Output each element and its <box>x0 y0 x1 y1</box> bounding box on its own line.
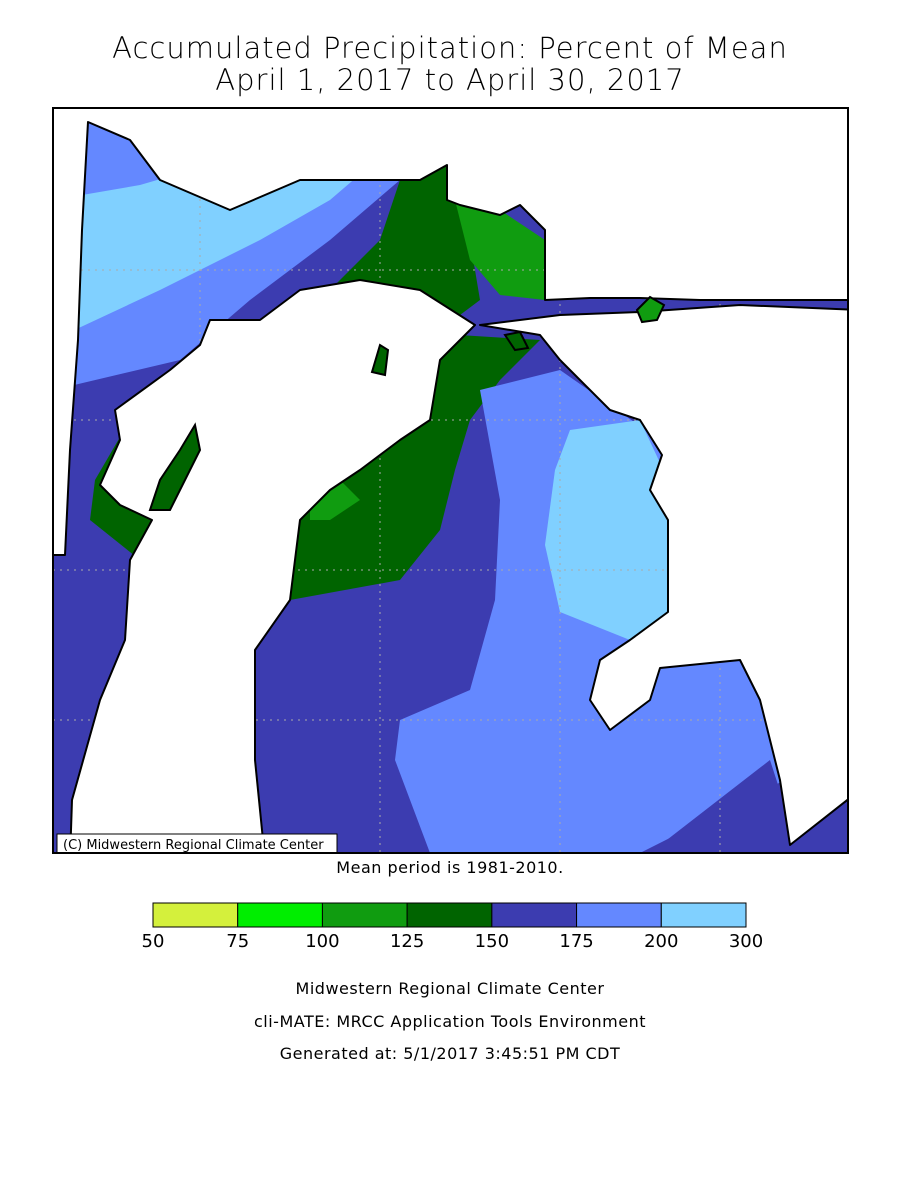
map-frame <box>52 107 849 854</box>
legend-label: 175 <box>559 931 593 952</box>
legend-swatch <box>576 902 662 928</box>
lake-superior <box>53 108 848 556</box>
copyright-box <box>56 833 338 853</box>
zone <box>455 200 545 300</box>
legend-label: 100 <box>305 931 339 952</box>
legend-label: 150 <box>475 931 509 952</box>
footer-line: Midwestern Regional Climate Center <box>296 979 605 998</box>
zone <box>650 760 800 853</box>
footer-line: Generated at: 5/1/2017 3:45:51 PM CDT <box>280 1044 621 1063</box>
zone <box>545 420 668 640</box>
copyright: (C) Midwestern Regional Climate Center <box>63 838 324 853</box>
legend-swatch <box>660 902 747 928</box>
title-line: Accumulated Precipitation: Percent of Me… <box>112 31 788 65</box>
title-line: April 1, 2017 to April 30, 2017 <box>215 63 684 97</box>
island <box>635 295 666 324</box>
footer-line: cli-MATE: MRCC Application Tools Environ… <box>254 1012 646 1031</box>
legend-swatch <box>321 902 408 928</box>
legend-swatch <box>406 902 493 928</box>
island <box>370 343 390 377</box>
legend: 50 75 100 125 150 175 200 300 <box>142 902 763 952</box>
legend-label: 50 <box>142 931 165 952</box>
legend-label: 300 <box>729 931 763 952</box>
legend-swatch <box>152 902 239 928</box>
legend-label: 125 <box>390 931 424 952</box>
legend-label: 200 <box>644 931 678 952</box>
map: (C) Midwestern Regional Climate Center <box>53 108 848 853</box>
mean-period: Mean period is 1981-2010. <box>336 858 563 877</box>
island <box>503 330 530 352</box>
zone <box>53 140 400 340</box>
legend-label: 75 <box>226 931 249 952</box>
legend-swatch <box>491 902 578 928</box>
peninsula <box>148 422 202 511</box>
zone <box>90 150 480 560</box>
lake-michigan <box>69 279 476 853</box>
lake-huron <box>479 304 848 846</box>
legend-swatch <box>237 902 323 928</box>
